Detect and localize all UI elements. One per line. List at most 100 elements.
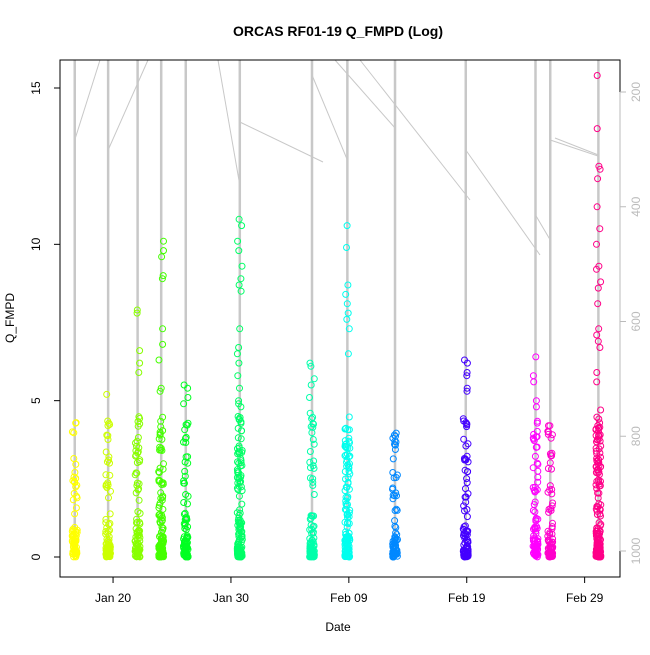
data-point (596, 165, 604, 173)
data-point (593, 240, 600, 248)
data-point (106, 510, 114, 518)
data-point (343, 315, 351, 323)
data-point (306, 474, 314, 482)
data-point (158, 447, 166, 454)
data-point (593, 438, 601, 446)
data-point (464, 539, 472, 547)
data-point (103, 431, 111, 439)
data-point (530, 430, 538, 438)
data-point (180, 551, 188, 559)
data-point (159, 551, 167, 559)
data-point (597, 406, 605, 414)
data-point (136, 553, 144, 561)
data-point (73, 494, 81, 502)
data-point (389, 491, 397, 499)
data-point (132, 533, 140, 541)
data-point (155, 504, 163, 512)
data-point (594, 284, 602, 292)
data-point (345, 413, 353, 421)
data-point (238, 528, 246, 536)
data-point (309, 482, 317, 489)
data-point (104, 479, 112, 487)
data-point (237, 275, 245, 283)
y-tick-label: 0 (29, 553, 43, 560)
data-point (595, 415, 603, 423)
data-point (180, 400, 188, 408)
data-point (155, 435, 163, 443)
data-point (132, 469, 140, 477)
data-point (461, 493, 469, 501)
data-point (593, 125, 601, 133)
data-point (533, 459, 541, 467)
data-point (530, 378, 538, 386)
data-point (105, 543, 113, 551)
data-point (532, 529, 540, 537)
data-point (134, 548, 142, 556)
data-point (237, 435, 245, 443)
data-point (460, 523, 468, 531)
data-point (233, 466, 241, 474)
data-point (546, 553, 554, 561)
data-point (159, 340, 167, 348)
data-point (391, 446, 399, 453)
y-axis-label: Q_FMPD (3, 293, 17, 343)
data-point (184, 459, 192, 467)
data-point (72, 419, 80, 427)
data-point (310, 440, 318, 448)
data-point (235, 215, 243, 223)
data-point (594, 422, 602, 430)
transit-line (554, 137, 599, 156)
data-point (343, 462, 351, 470)
data-point (70, 526, 78, 534)
x-tick-label: Feb 29 (566, 591, 604, 605)
data-point (548, 490, 556, 498)
data-point (595, 431, 603, 439)
data-point (464, 440, 472, 448)
data-point (181, 525, 189, 532)
data-point (133, 519, 140, 527)
right-tick-label: 800 (629, 426, 643, 446)
data-point (157, 489, 165, 497)
data-point (235, 492, 243, 500)
x-tick-label: Jan 20 (95, 591, 131, 605)
data-point (73, 550, 81, 558)
data-point (593, 455, 601, 462)
data-point (596, 482, 604, 490)
data-point (180, 499, 188, 506)
data-point (460, 435, 468, 443)
data-point (107, 487, 114, 495)
data-point (136, 519, 144, 526)
data-point (135, 369, 143, 376)
data-point (306, 448, 314, 455)
data-point (132, 439, 139, 447)
data-point (133, 553, 141, 561)
data-point (460, 455, 468, 462)
data-point (234, 372, 242, 380)
data-point (155, 468, 163, 476)
data-point (135, 485, 143, 493)
data-point (342, 442, 350, 450)
data-point (306, 394, 313, 401)
data-point (134, 434, 142, 441)
transit-line (550, 139, 599, 157)
data-point (70, 429, 78, 437)
data-point (236, 450, 243, 458)
data-point (593, 503, 601, 510)
data-point (531, 483, 539, 491)
data-point (389, 455, 397, 463)
data-point (593, 457, 601, 465)
data-point (155, 544, 163, 552)
data-point (307, 464, 314, 472)
data-point (597, 278, 605, 286)
data-point (133, 518, 141, 526)
data-point (341, 550, 349, 558)
data-point (238, 487, 246, 495)
data-point (157, 384, 165, 392)
data-point (71, 510, 79, 518)
data-point (159, 413, 167, 421)
data-point (464, 468, 471, 476)
data-point (546, 530, 554, 538)
data-point (158, 435, 166, 443)
data-point (342, 497, 350, 505)
transit-line (107, 59, 149, 151)
